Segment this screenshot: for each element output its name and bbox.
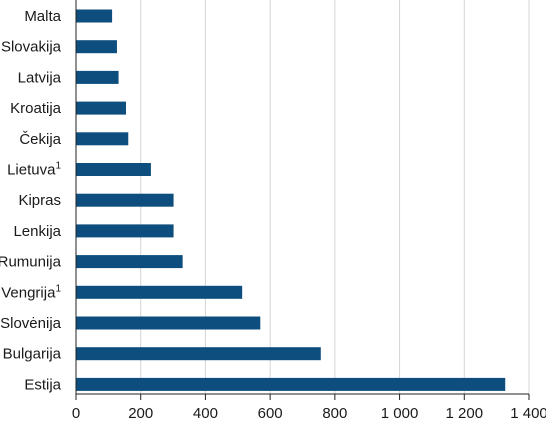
x-tick-label: 400 xyxy=(193,405,218,422)
x-tick-label: 1 200 xyxy=(446,405,484,422)
x-tick-label: 1 400 xyxy=(510,405,546,422)
x-tick-labels: 0 200 400 600 800 1 000 1 200 1 400 xyxy=(72,405,546,422)
bar xyxy=(76,377,506,391)
bar xyxy=(76,193,174,207)
category-label: Lenkija xyxy=(13,223,61,240)
category-label: Kroatija xyxy=(10,100,62,117)
category-label: Slovakija xyxy=(1,39,62,56)
gridlines xyxy=(75,0,530,400)
category-label: Čekija xyxy=(19,131,61,148)
bar xyxy=(76,40,117,54)
category-label: Vengrija1 xyxy=(1,283,61,301)
category-label: Malta xyxy=(24,8,61,25)
category-label: Latvija xyxy=(18,69,62,86)
category-labels: Malta Slovakija Latvija Kroatija Čekija Lietu… xyxy=(0,8,62,393)
bar xyxy=(76,255,183,269)
bar xyxy=(76,285,243,299)
category-label: Bulgarija xyxy=(3,346,62,363)
x-tick-label: 200 xyxy=(128,405,153,422)
category-label: Estija xyxy=(24,376,61,393)
bar xyxy=(76,101,127,115)
x-tick-label: 1 000 xyxy=(381,405,419,422)
bar xyxy=(76,9,113,23)
category-label: Rumunija xyxy=(0,254,62,271)
category-label: Kipras xyxy=(18,192,61,209)
x-tick-label: 0 xyxy=(72,405,80,422)
bar xyxy=(76,163,151,176)
bar xyxy=(76,70,119,84)
bar xyxy=(76,224,174,238)
bars xyxy=(76,9,506,391)
bar xyxy=(76,347,321,361)
bar xyxy=(76,316,261,330)
category-label: Slovėnija xyxy=(0,315,62,332)
bar xyxy=(76,132,129,146)
category-label: Lietuva1 xyxy=(7,161,61,179)
x-tick-label: 800 xyxy=(322,405,347,422)
x-tick-label: 600 xyxy=(258,405,283,422)
